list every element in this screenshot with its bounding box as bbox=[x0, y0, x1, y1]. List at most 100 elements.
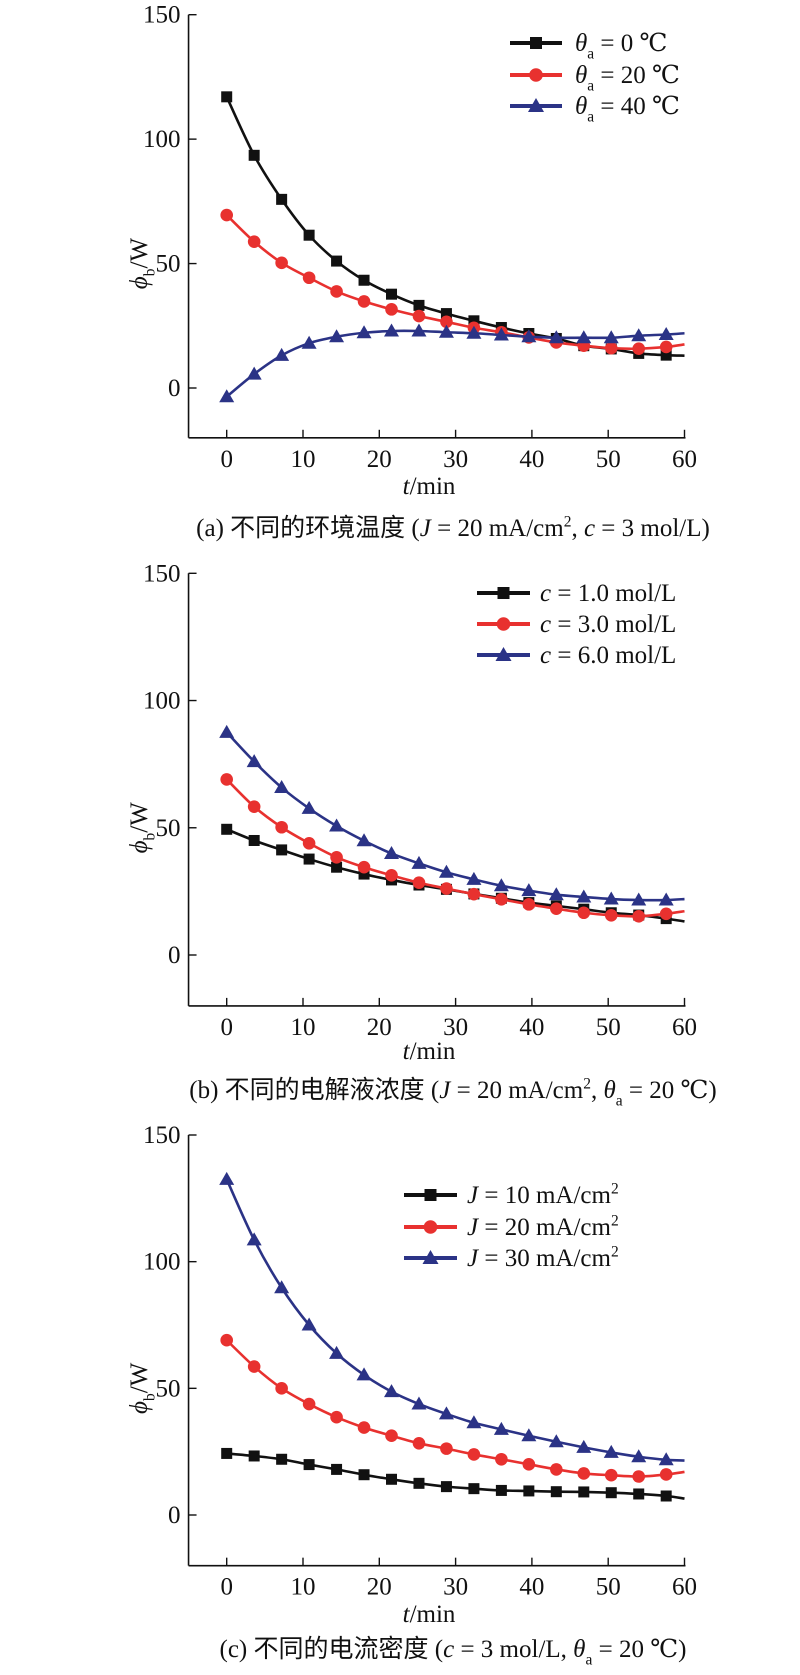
data-point-circle bbox=[330, 850, 343, 864]
data-point-square bbox=[468, 1483, 480, 1495]
text-part: t bbox=[403, 473, 411, 500]
data-point-triangle bbox=[466, 325, 482, 339]
x-tick-label: 40 bbox=[519, 1014, 544, 1041]
data-point-triangle bbox=[301, 800, 317, 814]
text-part: θ bbox=[575, 93, 587, 120]
data-point-circle bbox=[495, 892, 508, 906]
data-point-circle bbox=[659, 907, 673, 921]
data-point-triangle bbox=[521, 883, 537, 897]
text-part: θ bbox=[603, 1077, 615, 1104]
data-point-triangle bbox=[411, 1396, 427, 1410]
data-point-triangle bbox=[466, 871, 482, 885]
text-part: θ bbox=[575, 30, 587, 57]
x-tick-label: 10 bbox=[291, 1014, 316, 1041]
data-point-square bbox=[440, 1481, 452, 1493]
text-part: t bbox=[403, 1601, 411, 1628]
text-part: = 20 mA/cm bbox=[450, 1077, 583, 1104]
data-point-circle bbox=[529, 68, 543, 82]
x-tick-label: 20 bbox=[367, 446, 392, 473]
text-part: = 1.0 mol/L bbox=[551, 580, 676, 607]
series-0 bbox=[221, 91, 685, 361]
legend-entry: J = 30 mA/cm2 bbox=[404, 1244, 619, 1272]
data-point-circle bbox=[577, 906, 591, 920]
data-point-triangle bbox=[301, 1317, 317, 1331]
series-2 bbox=[219, 323, 685, 403]
data-point-triangle bbox=[384, 1384, 400, 1398]
data-point-circle bbox=[275, 1382, 288, 1395]
text-part: 2 bbox=[611, 1244, 619, 1261]
data-point-circle bbox=[632, 910, 646, 923]
data-point-triangle bbox=[521, 329, 537, 343]
text-part: = 3 mol/L, bbox=[454, 1636, 573, 1663]
data-point-circle bbox=[577, 1467, 591, 1480]
text-part: J bbox=[467, 1214, 480, 1241]
data-point-circle bbox=[220, 773, 233, 786]
data-point-circle bbox=[423, 1220, 438, 1234]
series-line bbox=[225, 214, 685, 351]
series-2 bbox=[219, 724, 685, 906]
y-tick-label: 50 bbox=[156, 815, 181, 842]
data-point-triangle bbox=[528, 98, 544, 112]
text-part: = 10 mA/cm bbox=[478, 1182, 611, 1209]
data-point-square bbox=[523, 1485, 535, 1497]
data-point-circle bbox=[632, 342, 646, 355]
text-part: = 40 ℃ bbox=[594, 93, 680, 120]
y-tick-label: 100 bbox=[143, 126, 181, 153]
data-point-circle bbox=[275, 256, 288, 270]
data-point-circle bbox=[220, 208, 233, 222]
text-part: J bbox=[439, 1077, 452, 1104]
legend-entry: c = 6.0 mol/L bbox=[477, 642, 676, 669]
data-point-square bbox=[248, 149, 260, 161]
data-point-circle bbox=[302, 1397, 316, 1411]
x-tick-label: 0 bbox=[220, 1574, 233, 1601]
series-1 bbox=[220, 773, 685, 923]
text-part: /W bbox=[126, 802, 153, 833]
y-tick-label: 0 bbox=[168, 375, 181, 402]
data-point-circle bbox=[550, 902, 563, 915]
chart-panel-b: 0 50 100 150 0 10 20 30 40 50 60 t/min ϕb/W (b) 不同的电解… bbox=[126, 560, 717, 1109]
data-point-triangle bbox=[658, 326, 674, 340]
legend-entry: J = 10 mA/cm2 bbox=[404, 1181, 619, 1210]
text-part: a bbox=[587, 46, 594, 63]
data-point-square bbox=[221, 91, 233, 103]
data-point-square bbox=[497, 587, 510, 599]
data-point-square bbox=[530, 37, 542, 49]
text-part: θ bbox=[573, 1636, 585, 1663]
x-tick-label: 60 bbox=[672, 446, 697, 473]
x-tick-label: 10 bbox=[291, 1574, 316, 1601]
data-point-square bbox=[358, 274, 370, 286]
data-point-square bbox=[440, 308, 452, 320]
data-point-circle bbox=[467, 887, 481, 901]
legend-label: c = 1.0 mol/L bbox=[540, 580, 676, 607]
data-point-triangle bbox=[548, 1434, 564, 1448]
data-point-circle bbox=[385, 1429, 398, 1443]
series-1 bbox=[220, 1333, 685, 1483]
text-part: a bbox=[616, 1093, 623, 1110]
text-part: (b) 不同的电解液浓度 ( bbox=[189, 1076, 439, 1104]
data-point-square bbox=[221, 1447, 233, 1459]
data-point-triangle bbox=[548, 887, 564, 901]
x-tick-label: 50 bbox=[596, 446, 621, 473]
text-part: = 30 mA/cm bbox=[478, 1245, 611, 1272]
data-point-circle bbox=[412, 309, 426, 323]
x-tick-label: 30 bbox=[443, 1014, 468, 1041]
data-point-triangle bbox=[548, 330, 564, 344]
data-point-triangle bbox=[631, 328, 647, 342]
data-point-circle bbox=[604, 341, 618, 355]
data-point-square bbox=[468, 315, 480, 327]
legend-label: J = 10 mA/cm2 bbox=[467, 1181, 619, 1210]
text-part: /min bbox=[410, 1038, 456, 1065]
legend-entry: c = 3.0 mol/L bbox=[477, 611, 676, 638]
data-point-triangle bbox=[603, 891, 619, 905]
text-part: /min bbox=[410, 473, 456, 500]
text-part: (c) 不同的电流密度 ( bbox=[220, 1635, 444, 1663]
data-point-triangle bbox=[356, 833, 372, 847]
text-part: a bbox=[587, 109, 594, 126]
data-point-circle bbox=[357, 295, 371, 308]
data-point-circle bbox=[220, 1333, 233, 1347]
data-point-triangle bbox=[495, 647, 512, 661]
data-point-triangle bbox=[329, 818, 345, 832]
text-part: b bbox=[142, 832, 159, 840]
x-tick-label: 60 bbox=[672, 1574, 697, 1601]
